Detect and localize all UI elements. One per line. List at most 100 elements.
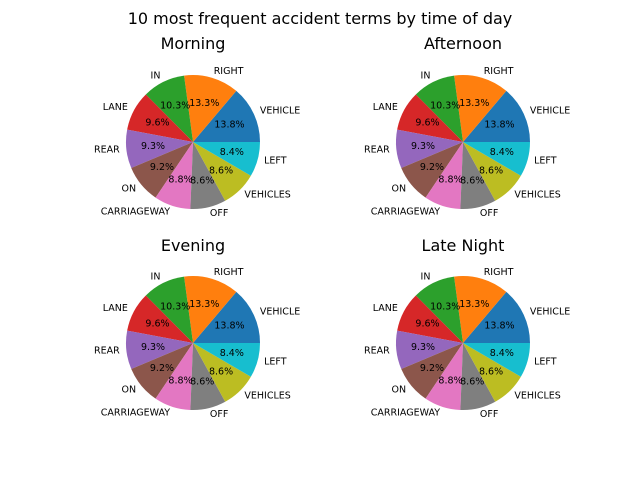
pie-category-label-morning-vehicles: VEHICLES: [244, 189, 290, 200]
pie-slice-morning-vehicles: [193, 142, 251, 201]
pie-pct-label-late-night-rear: 9.3%: [411, 342, 435, 353]
pie-slice-morning-in: [145, 75, 193, 142]
pie-pct-label-evening-on: 9.2%: [150, 363, 174, 374]
pie-slice-morning-off: [190, 142, 226, 209]
pie-category-label-afternoon-off: OFF: [480, 208, 498, 219]
pie-slice-late-night-vehicle: [463, 291, 530, 343]
pie-pct-label-evening-off: 8.6%: [190, 377, 214, 388]
pie-pct-label-morning-vehicles: 8.6%: [209, 165, 233, 176]
pie-slice-morning-left: [193, 142, 260, 176]
pie-title-morning: Morning: [161, 34, 226, 53]
pie-category-label-evening-right: RIGHT: [214, 267, 244, 278]
pie-pct-label-late-night-left: 8.4%: [490, 348, 514, 359]
pie-pct-label-evening-rear: 9.3%: [141, 342, 165, 353]
pie-pct-label-morning-left: 8.4%: [220, 147, 244, 158]
pie-pct-label-evening-vehicles: 8.6%: [209, 366, 233, 377]
pie-pct-label-afternoon-vehicles: 8.6%: [479, 165, 503, 176]
pie-slice-late-night-rear: [396, 330, 463, 370]
pie-category-label-evening-carriageway: CARRIAGEWAY: [101, 408, 170, 419]
pie-panel-afternoon: Afternoon 13.8% VEHICLE 13.3% RIGHT 10.3% IN 9…: [364, 34, 570, 219]
pie-category-label-late-night-in: IN: [421, 271, 431, 282]
pie-category-label-morning-right: RIGHT: [214, 66, 244, 77]
pie-pct-label-late-night-carriageway: 8.8%: [438, 376, 462, 387]
pie-slice-evening-left: [193, 343, 260, 377]
pie-category-label-late-night-rear: REAR: [364, 345, 390, 356]
pie-slice-late-night-in: [415, 276, 463, 343]
pie-slice-late-night-carriageway: [425, 343, 463, 410]
pie-title-afternoon: Afternoon: [424, 34, 502, 53]
pie-pct-label-evening-left: 8.4%: [220, 348, 244, 359]
pie-pct-label-late-night-off: 8.6%: [460, 377, 484, 388]
pie-category-label-late-night-left: LEFT: [534, 357, 557, 368]
pie-category-label-late-night-on: ON: [392, 384, 407, 395]
pie-pct-label-morning-vehicle: 13.8%: [214, 120, 244, 131]
pie-slice-afternoon-left: [463, 142, 530, 176]
pie-category-label-morning-on: ON: [122, 183, 137, 194]
pie-category-label-afternoon-vehicle: VEHICLE: [530, 106, 570, 117]
pie-pct-label-late-night-in: 10.3%: [430, 301, 460, 312]
pie-pct-label-morning-off: 8.6%: [190, 176, 214, 187]
pie-category-label-afternoon-in: IN: [421, 70, 431, 81]
pie-pct-label-afternoon-off: 8.6%: [460, 176, 484, 187]
pie-pct-label-afternoon-carriageway: 8.8%: [438, 175, 462, 186]
pie-slice-afternoon-right: [454, 75, 507, 142]
pie-category-label-afternoon-on: ON: [392, 183, 407, 194]
pie-slice-evening-vehicles: [193, 343, 251, 402]
pie-category-label-afternoon-vehicles: VEHICLES: [514, 189, 560, 200]
pie-category-label-morning-left: LEFT: [264, 156, 287, 167]
pie-slice-afternoon-off: [460, 142, 496, 209]
pie-pct-label-afternoon-in: 10.3%: [430, 100, 460, 111]
pie-pct-label-morning-right: 13.3%: [189, 98, 219, 109]
pie-slice-late-night-lane: [397, 295, 463, 343]
pie-slice-evening-right: [184, 276, 237, 343]
pie-slice-evening-on: [131, 343, 193, 399]
pie-pct-label-evening-right: 13.3%: [189, 299, 219, 310]
pie-pct-label-afternoon-left: 8.4%: [490, 147, 514, 158]
pie-category-label-late-night-vehicle: VEHICLE: [530, 307, 570, 318]
pie-pct-label-afternoon-rear: 9.3%: [411, 141, 435, 152]
pie-pct-label-afternoon-vehicle: 13.8%: [484, 120, 514, 131]
pie-slice-morning-vehicle: [193, 90, 260, 142]
pie-category-label-morning-in: IN: [151, 70, 161, 81]
pie-slice-late-night-vehicles: [463, 343, 521, 402]
pie-slice-late-night-left: [463, 343, 530, 377]
pie-slice-evening-vehicle: [193, 291, 260, 343]
pie-pct-label-late-night-vehicle: 13.8%: [484, 321, 514, 332]
pie-slice-morning-carriageway: [155, 142, 193, 209]
pie-slice-evening-in: [145, 276, 193, 343]
pie-pct-label-late-night-lane: 9.6%: [415, 319, 439, 330]
pie-pct-label-morning-carriageway: 8.8%: [168, 175, 192, 186]
pie-pct-label-late-night-on: 9.2%: [420, 363, 444, 374]
pie-pct-label-morning-rear: 9.3%: [141, 141, 165, 152]
pie-category-label-morning-off: OFF: [210, 208, 228, 219]
pie-slice-morning-on: [131, 142, 193, 198]
pie-category-label-afternoon-rear: REAR: [364, 144, 390, 155]
pie-slice-afternoon-in: [415, 75, 463, 142]
pie-category-label-afternoon-lane: LANE: [373, 102, 398, 113]
pie-category-label-late-night-lane: LANE: [373, 303, 398, 314]
pie-category-label-evening-in: IN: [151, 271, 161, 282]
pie-pct-label-morning-in: 10.3%: [160, 100, 190, 111]
pie-category-label-evening-off: OFF: [210, 409, 228, 420]
pie-category-label-evening-vehicles: VEHICLES: [244, 390, 290, 401]
pie-category-label-evening-lane: LANE: [103, 303, 128, 314]
pie-pct-label-evening-carriageway: 8.8%: [168, 376, 192, 387]
pie-pct-label-afternoon-on: 9.2%: [420, 162, 444, 173]
pie-slice-evening-rear: [126, 330, 193, 370]
pie-slice-late-night-on: [401, 343, 463, 399]
pie-pct-label-late-night-vehicles: 8.6%: [479, 366, 503, 377]
pie-category-label-evening-on: ON: [122, 384, 137, 395]
pie-category-label-morning-rear: REAR: [94, 144, 120, 155]
pie-category-label-morning-vehicle: VEHICLE: [260, 106, 300, 117]
pie-category-label-evening-vehicle: VEHICLE: [260, 307, 300, 318]
pie-pct-label-afternoon-lane: 9.6%: [415, 118, 439, 129]
pie-slice-evening-lane: [127, 295, 193, 343]
pie-pct-label-evening-in: 10.3%: [160, 301, 190, 312]
pie-pct-label-afternoon-right: 13.3%: [459, 98, 489, 109]
pie-category-label-late-night-right: RIGHT: [484, 267, 514, 278]
pie-slice-evening-carriageway: [155, 343, 193, 410]
pie-category-label-late-night-vehicles: VEHICLES: [514, 390, 560, 401]
pie-category-label-afternoon-left: LEFT: [534, 156, 557, 167]
pie-panel-late-night: Late Night 13.8% VEHICLE 13.3% RIGHT 10.3% IN…: [364, 236, 570, 420]
